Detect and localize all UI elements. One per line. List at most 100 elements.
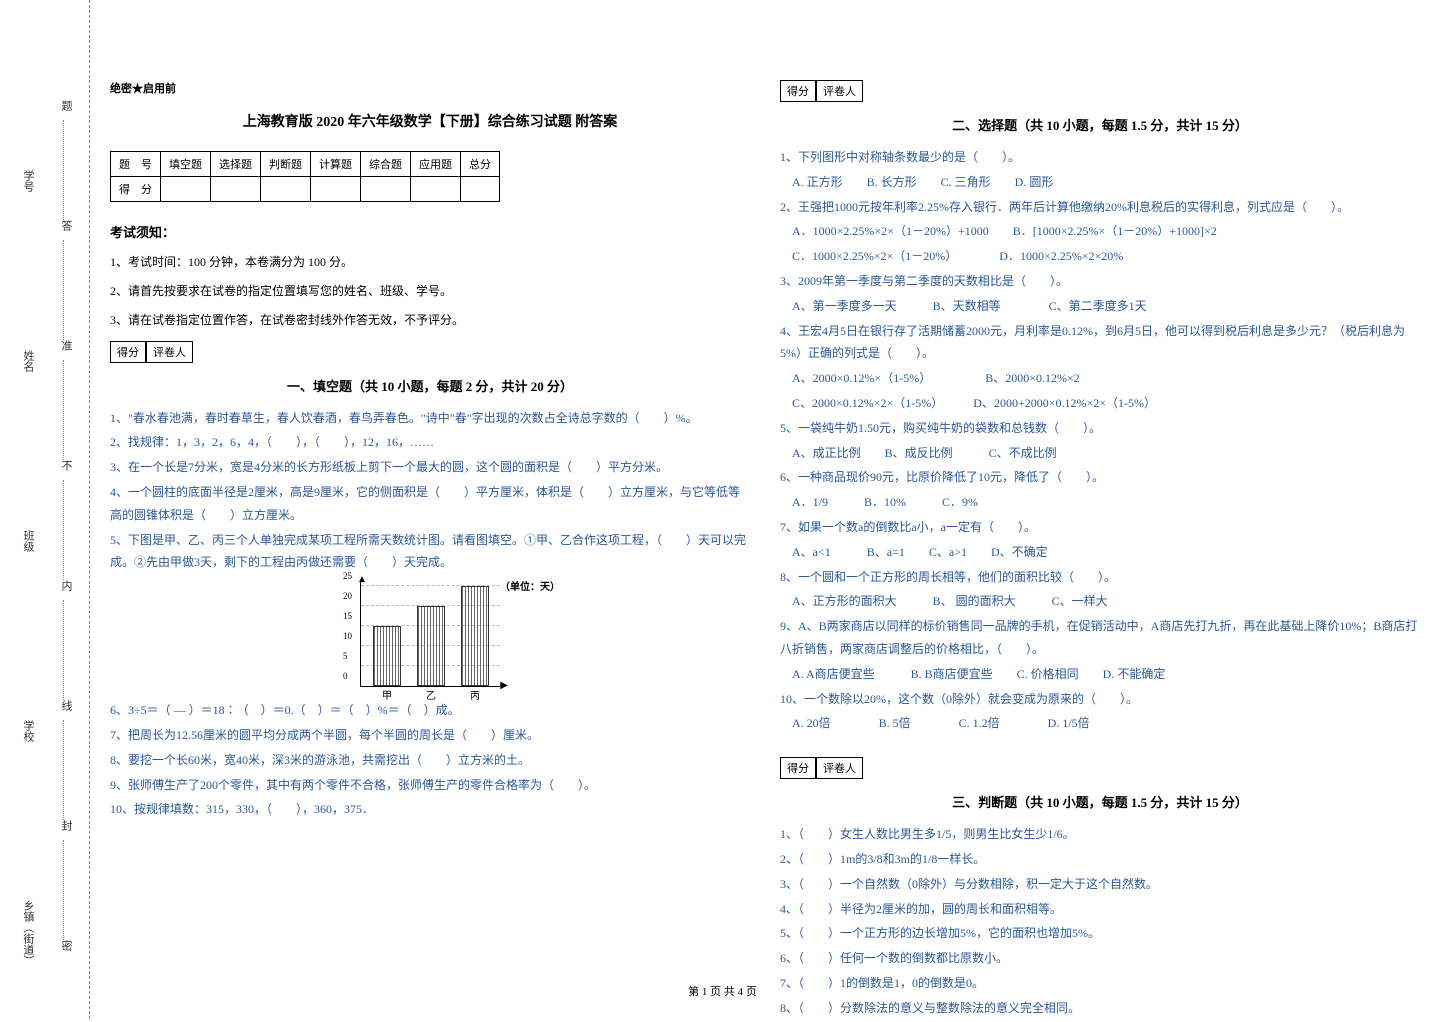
s2-q8: 8、一个圆和一个正方形的周长相等，他们的面积比较（ ）。 xyxy=(780,566,1420,589)
s1-q10: 10、按规律填数：315，330，（ ），360，375． xyxy=(110,798,750,821)
score-label: 得分 xyxy=(110,341,146,363)
section1-title: 一、填空题（共 10 小题，每题 2 分，共计 20 分） xyxy=(110,376,750,395)
notice-2: 2、请首先按要求在试卷的指定位置填写您的姓名、班级、学号。 xyxy=(110,282,750,301)
cell-blank xyxy=(211,177,261,202)
grader-label: 评卷人 xyxy=(146,341,193,363)
seal-ti: 题 xyxy=(58,100,74,111)
score-grader-box-3: 得分评卷人 xyxy=(780,757,863,779)
section2-title: 二、选择题（共 10 小题，每题 1.5 分，共计 15 分） xyxy=(780,115,1420,134)
seal-nei: 内 xyxy=(58,580,74,591)
s2-q9-opts: A. A商店便宜些 B. B商店便宜些 C. 价格相同 D. 不能确定 xyxy=(780,663,1420,686)
s2-q6: 6、一种商品现价90元，比原价降低了10元，降低了（ ）。 xyxy=(780,466,1420,489)
s3-q6: 6、（ ）任何一个数的倒数都比原数小。 xyxy=(780,947,1420,970)
score-grader-box-2: 得分评卷人 xyxy=(780,80,863,102)
ytick: 15 xyxy=(343,611,352,621)
seal-da: 答 xyxy=(58,220,74,231)
s2-q1: 1、下列图形中对称轴条数最少的是（ ）。 xyxy=(780,146,1420,169)
field-studentid: 学号 xyxy=(20,170,36,192)
th-app: 应用题 xyxy=(411,152,461,177)
seal-mi: 密 xyxy=(58,940,74,951)
cell-blank xyxy=(461,177,500,202)
notice-1: 1、考试时间：100 分钟，本卷满分为 100 分。 xyxy=(110,253,750,272)
th-judge: 判断题 xyxy=(261,152,311,177)
chart-container: ▲ ▶ （单位：天） 5101520250甲乙丙 xyxy=(110,582,750,691)
notice-title: 考试须知： xyxy=(110,222,750,241)
s1-q1: 1、"春水春池满，春时春草生，春人饮春酒，春鸟弄春色。"诗中"春"字出现的次数占… xyxy=(110,407,750,430)
section3-title: 三、判断题（共 10 小题，每题 1.5 分，共计 15 分） xyxy=(780,792,1420,811)
s2-q2b: C．1000×2.25%×2×（1－20%） D．1000×2.25%×2×20… xyxy=(780,245,1420,268)
score-label: 得分 xyxy=(780,80,816,102)
s1-q9: 9、张师傅生产了200个零件，其中有两个零件不合格，张师傅生产的零件合格率为（ … xyxy=(110,774,750,797)
s2-q4: 4、王宏4月5日在银行存了活期储蓄2000元，月利率是0.12%，到6月5日，他… xyxy=(780,320,1420,366)
s2-q2a: A．1000×2.25%×2×（1－20%）+1000 B．[1000×2.25… xyxy=(780,220,1420,243)
s3-q8: 8、（ ）分数除法的意义与整数除法的意义完全相同。 xyxy=(780,997,1420,1020)
ytick: 10 xyxy=(343,631,352,641)
seal-feng: 封 xyxy=(58,820,74,831)
field-school: 学校 xyxy=(20,720,36,742)
s1-q5: 5、下图是甲、乙、丙三个人单独完成某项工程所需天数统计图。请看图填空。①甲、乙合… xyxy=(110,529,750,575)
s3-q4: 4、（ ）半径为2厘米的加，圆的周长和面积相等。 xyxy=(780,898,1420,921)
ytick: 5 xyxy=(343,651,348,661)
field-class: 班级 xyxy=(20,530,36,552)
s2-q6-opts: A．1/9 B．10% C．9% xyxy=(780,491,1420,514)
bar-乙 xyxy=(417,606,445,686)
s1-q8: 8、要挖一个长60米，宽40米，深3米的游泳池，共需挖出（ ）立方米的土。 xyxy=(110,749,750,772)
score-table: 题 号 填空题 选择题 判断题 计算题 综合题 应用题 总分 得 分 xyxy=(110,151,500,202)
s2-q4a: A、2000×0.12%×（1-5%） B、2000×0.12%×2 xyxy=(780,367,1420,390)
s2-q10: 10、一个数除以20%，这个数（0除外）就会变成为原来的（ ）。 xyxy=(780,688,1420,711)
th-choice: 选择题 xyxy=(211,152,261,177)
exam-title: 上海教育版 2020 年六年级数学【下册】综合练习试题 附答案 xyxy=(110,111,750,131)
s3-q1: 1、（ ）女生人数比男生多1/5，则男生比女生少1/6。 xyxy=(780,823,1420,846)
row-score-label: 得 分 xyxy=(111,177,161,202)
grader-label: 评卷人 xyxy=(816,757,863,779)
bar-甲 xyxy=(373,626,401,686)
s1-q7: 7、把周长为12.56厘米的圆平均分成两个半圆，每个半圆的周长是（ ）厘米。 xyxy=(110,724,750,747)
page-content: 绝密★启用前 上海教育版 2020 年六年级数学【下册】综合练习试题 附答案 题… xyxy=(110,80,1420,1022)
th-comp: 综合题 xyxy=(361,152,411,177)
th-total: 总分 xyxy=(461,152,500,177)
seal-bu: 不 xyxy=(58,460,74,471)
s3-q3: 3、（ ）一个自然数（0除外）与分数相除，积一定大于这个自然数。 xyxy=(780,873,1420,896)
ytick: 20 xyxy=(343,591,352,601)
field-township: 乡镇（街道） xyxy=(20,900,36,966)
score-grader-box: 得分评卷人 xyxy=(110,341,193,363)
s2-q7-opts: A、a<1 B、a=1 C、a>1 D、不确定 xyxy=(780,541,1420,564)
s1-q4: 4、一个圆柱的底面半径是2厘米，高是9厘米，它的侧面积是（ ）平方厘米，体积是（… xyxy=(110,481,750,527)
cell-blank xyxy=(361,177,411,202)
seal-xian: 线 xyxy=(58,700,74,711)
notice-3: 3、请在试卷指定位置作答，在试卷密封线外作答无效，不予评分。 xyxy=(110,311,750,330)
cell-blank xyxy=(311,177,361,202)
cell-blank xyxy=(411,177,461,202)
page-footer: 第 1 页 共 4 页 xyxy=(0,983,1445,999)
bar-chart: ▲ ▶ （单位：天） 5101520250甲乙丙 xyxy=(360,582,500,687)
right-column: 得分评卷人 二、选择题（共 10 小题，每题 1.5 分，共计 15 分） 1、… xyxy=(780,80,1420,1022)
score-label: 得分 xyxy=(780,757,816,779)
th-num: 题 号 xyxy=(111,152,161,177)
cell-blank xyxy=(261,177,311,202)
seal-zhun: 准 xyxy=(58,340,74,351)
s1-q2: 2、找规律：1，3，2，6，4，（ ），（ ），12，16，…… xyxy=(110,431,750,454)
grader-label: 评卷人 xyxy=(816,80,863,102)
binding-margin: 乡镇（街道） 学校 班级 姓名 学号 密 封 线 内 不 准 答 题 xyxy=(0,0,90,1019)
field-name: 姓名 xyxy=(20,350,36,372)
xlabel: 乙 xyxy=(417,687,445,702)
s2-q2: 2、王强把1000元按年利率2.25%存入银行．两年后计算他缴纳20%利息税后的… xyxy=(780,196,1420,219)
s2-q9: 9、A、B两家商店以同样的标价销售同一品牌的手机，在促销活动中，A商店先打九折，… xyxy=(780,615,1420,661)
x-arrow-icon: ▶ xyxy=(500,680,508,691)
left-column: 绝密★启用前 上海教育版 2020 年六年级数学【下册】综合练习试题 附答案 题… xyxy=(110,80,750,1022)
ytick: 25 xyxy=(343,571,352,581)
chart-title: （单位：天） xyxy=(500,578,560,593)
th-calc: 计算题 xyxy=(311,152,361,177)
s2-q10-opts: A. 20倍 B. 5倍 C. 1.2倍 D. 1/5倍 xyxy=(780,712,1420,735)
cell-blank xyxy=(161,177,211,202)
secret-label: 绝密★启用前 xyxy=(110,80,750,96)
th-fill: 填空题 xyxy=(161,152,211,177)
s3-q5: 5、（ ）一个正方形的边长增加5%，它的面积也增加5%。 xyxy=(780,922,1420,945)
s2-q5: 5、一袋纯牛奶1.50元，购买纯牛奶的袋数和总钱数（ ）。 xyxy=(780,417,1420,440)
s2-q7: 7、如果一个数a的倒数比a小，a一定有（ ）。 xyxy=(780,516,1420,539)
bar-丙 xyxy=(461,586,489,686)
s1-q3: 3、在一个长是7分米，宽是4分米的长方形纸板上剪下一个最大的圆，这个圆的面积是（… xyxy=(110,456,750,479)
s2-q4b: C、2000×0.12%×2×（1-5%） D、2000+2000×0.12%×… xyxy=(780,392,1420,415)
s1-q6: 6、3÷5＝（ — ）＝18∶（ ）＝0.（ ）＝（ ）%＝（ ）成。 xyxy=(110,699,750,722)
xlabel: 丙 xyxy=(461,687,489,702)
